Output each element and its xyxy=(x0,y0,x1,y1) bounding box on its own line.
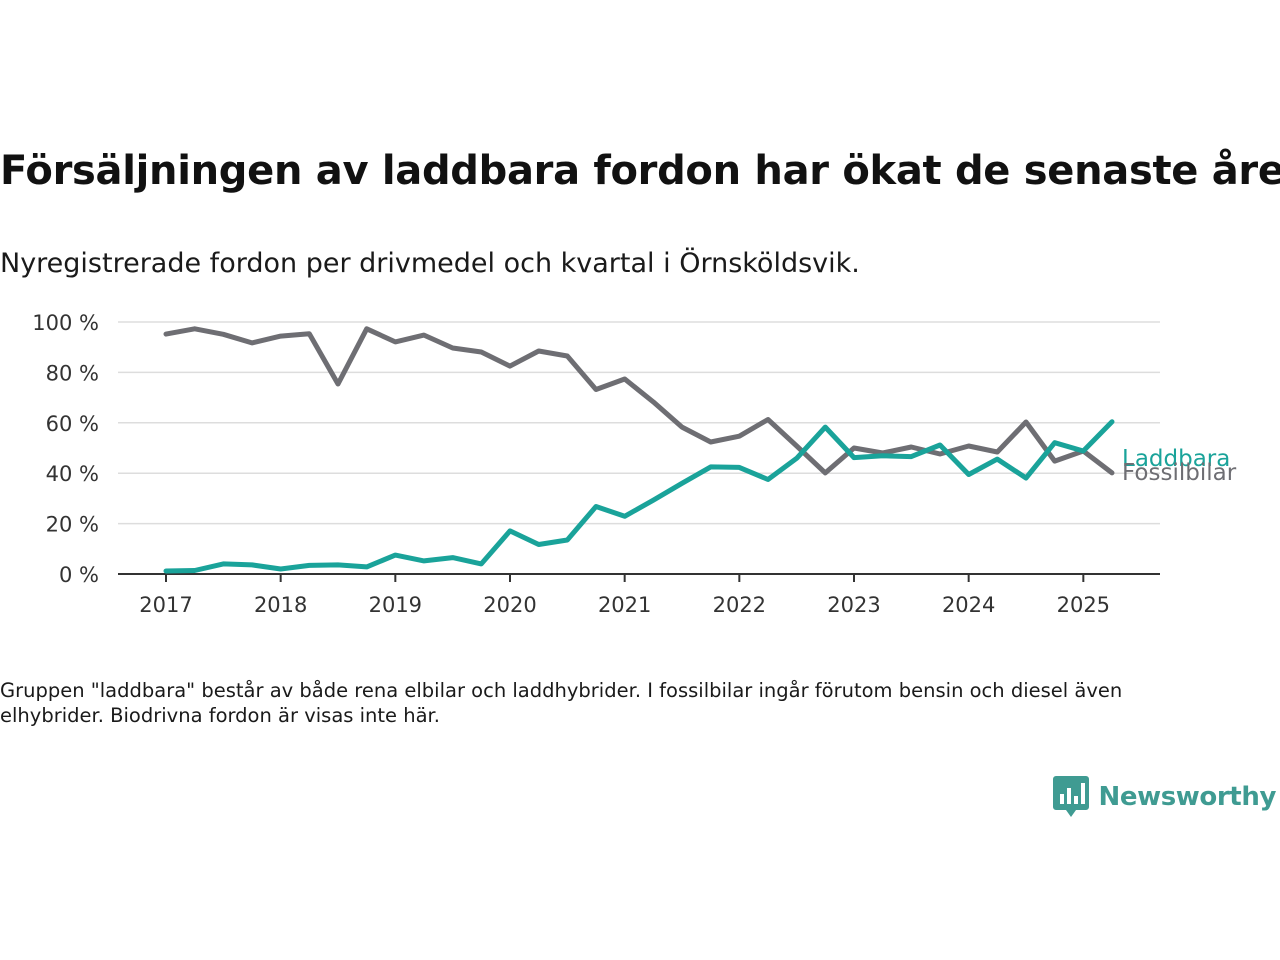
chart-subtitle: Nyregistrerade fordon per drivmedel och … xyxy=(0,248,860,279)
y-tick-labels: 0 % 20 % 40 % 60 % 80 % 100 % xyxy=(32,311,99,587)
x-tick-label: 2017 xyxy=(139,593,192,617)
y-tick-label: 20 % xyxy=(46,513,99,537)
series-label-laddbara: Laddbara xyxy=(1122,446,1230,472)
y-tick-label: 100 % xyxy=(32,311,99,335)
x-tick-label: 2023 xyxy=(827,593,880,617)
x-tick-marks xyxy=(165,574,1085,582)
x-tick-label: 2019 xyxy=(369,593,422,617)
series-line-fossil xyxy=(163,326,1115,476)
x-tick-label: 2018 xyxy=(254,593,307,617)
y-tick-label: 0 % xyxy=(59,563,99,587)
newsworthy-logo[interactable]: Newsworthy xyxy=(1052,776,1277,818)
series-line-laddbara xyxy=(163,419,1115,574)
series-label-fossil: Fossilbilar xyxy=(1122,460,1237,486)
y-tick-label: 60 % xyxy=(46,412,99,436)
x-tick-label: 2024 xyxy=(942,593,995,617)
bar-chart-bubble-icon xyxy=(1052,776,1089,817)
brand-name: Newsworthy xyxy=(1098,782,1277,812)
x-tick-label: 2025 xyxy=(1057,593,1110,617)
y-tick-label: 40 % xyxy=(46,462,99,486)
series-lines xyxy=(163,326,1115,574)
grid-lines xyxy=(118,321,1160,525)
x-tick-label: 2020 xyxy=(483,593,536,617)
footnote: Gruppen "laddbara" består av både rena e… xyxy=(0,679,1123,727)
chart-title: Försäljningen av laddbara fordon har öka… xyxy=(0,148,1280,194)
line-chart: 0 % 20 % 40 % 60 % 80 % 100 % 2017 2018 2019 202… xyxy=(32,311,1237,617)
x-tick-labels: 2017 2018 2019 2020 2021 2022 2023 2024 2025 xyxy=(139,593,1110,617)
y-tick-label: 80 % xyxy=(46,361,99,385)
x-tick-label: 2021 xyxy=(598,593,651,617)
x-tick-label: 2022 xyxy=(713,593,766,617)
